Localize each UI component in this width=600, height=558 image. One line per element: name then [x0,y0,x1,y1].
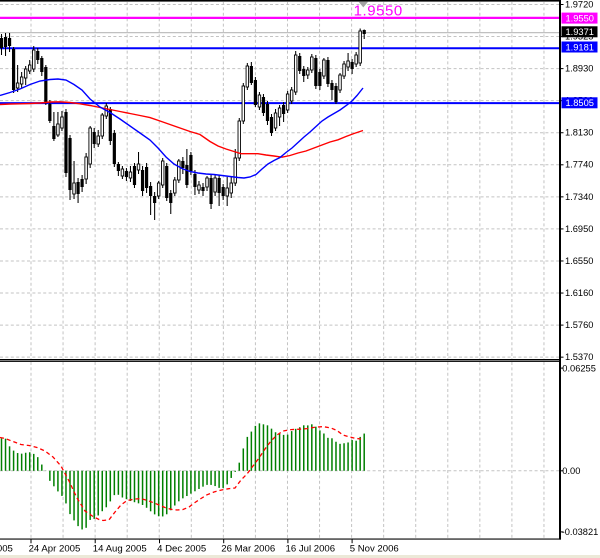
svg-text:1.6160: 1.6160 [565,288,593,298]
svg-text:26 Mar 2006: 26 Mar 2006 [221,543,275,554]
svg-text:1.6950: 1.6950 [565,224,593,234]
svg-text:1.9181: 1.9181 [566,42,594,52]
svg-text:1.5370: 1.5370 [565,352,593,362]
svg-text:1.9720: 1.9720 [565,0,593,9]
svg-text:1.8505: 1.8505 [566,98,594,108]
svg-text:0.06255: 0.06255 [562,363,596,373]
svg-text:-0.03821: -0.03821 [562,527,599,537]
svg-text:14 Aug 2005: 14 Aug 2005 [93,543,147,554]
svg-text:1.9550: 1.9550 [354,2,403,19]
svg-text:16 Jul 2006: 16 Jul 2006 [286,543,336,554]
svg-text:24 Apr 2005: 24 Apr 2005 [29,543,81,554]
svg-text:0.00: 0.00 [562,466,580,476]
svg-text:1.9371: 1.9371 [566,27,594,37]
svg-text:1.7340: 1.7340 [565,192,593,202]
svg-text:1.8930: 1.8930 [565,64,593,74]
svg-text:2 Jan 2005: 2 Jan 2005 [0,543,13,554]
svg-text:5 Nov 2006: 5 Nov 2006 [350,543,399,554]
svg-text:1.9550: 1.9550 [566,13,594,23]
svg-text:1.6550: 1.6550 [565,256,593,266]
svg-text:1.7740: 1.7740 [565,160,593,170]
svg-text:4 Dec 2005: 4 Dec 2005 [157,543,206,554]
svg-text:1.5760: 1.5760 [565,320,593,330]
svg-text:1.8130: 1.8130 [565,128,593,138]
